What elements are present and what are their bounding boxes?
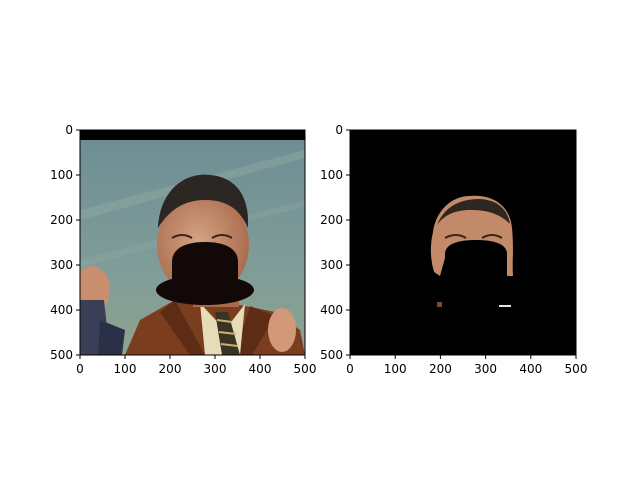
right-axes-frame <box>349 129 577 356</box>
left-image <box>80 130 305 355</box>
right-xtick-label: 300 <box>474 362 497 376</box>
left-ytick-label: 300 <box>50 258 73 272</box>
left-ytick-label: 100 <box>50 168 73 182</box>
right-image <box>350 130 576 355</box>
left-xtick-label: 300 <box>204 362 227 376</box>
right-xtick-label: 100 <box>384 362 407 376</box>
left-xtick-label: 400 <box>249 362 272 376</box>
right-xtick-label: 200 <box>429 362 452 376</box>
left-xtick-label: 200 <box>159 362 182 376</box>
right-ytick-label: 0 <box>335 123 343 137</box>
right-xtick-label: 0 <box>346 362 354 376</box>
right-ytick-label: 500 <box>320 348 343 362</box>
left-ytick-label: 500 <box>50 348 73 362</box>
left-xtick-label: 0 <box>76 362 84 376</box>
right-ytick-label: 300 <box>320 258 343 272</box>
left-xtick-label: 500 <box>294 362 317 376</box>
right-xtick-label: 500 <box>565 362 588 376</box>
left-ytick-label: 0 <box>65 123 73 137</box>
left-axes-frame <box>79 129 306 356</box>
left-ytick-label: 400 <box>50 303 73 317</box>
right-ytick-label: 400 <box>320 303 343 317</box>
right-ytick-label: 100 <box>320 168 343 182</box>
left-ytick-label: 200 <box>50 213 73 227</box>
right-ytick-label: 200 <box>320 213 343 227</box>
right-xtick-label: 400 <box>519 362 542 376</box>
left-xtick-label: 100 <box>114 362 137 376</box>
